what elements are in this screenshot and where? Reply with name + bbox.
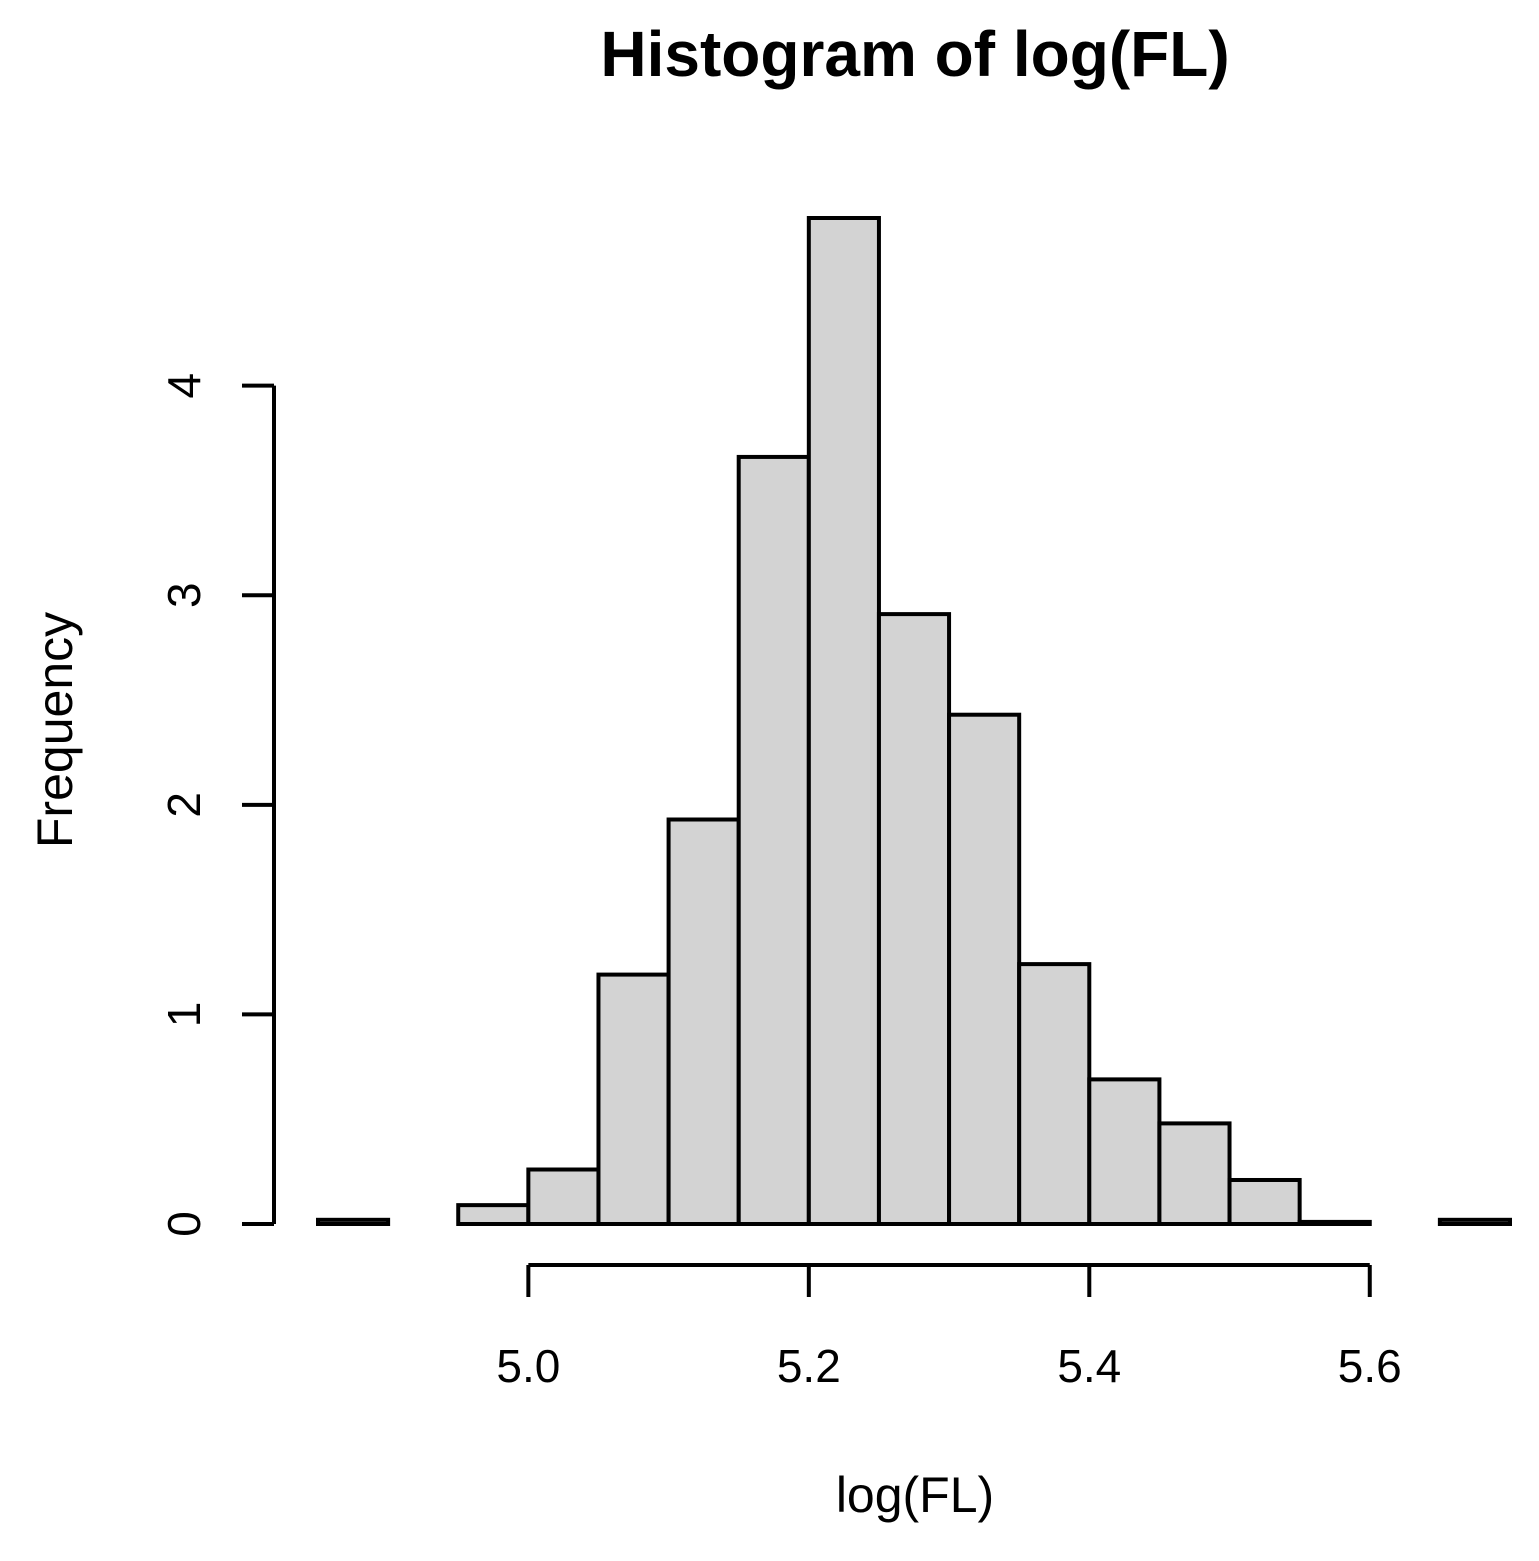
histogram-bar bbox=[456, 1203, 531, 1226]
x-tick-label: 5.4 bbox=[1057, 1340, 1121, 1392]
y-tick-label: 2 bbox=[158, 792, 210, 818]
histogram-bar bbox=[596, 972, 671, 1226]
y-axis-label: Frequency bbox=[27, 612, 83, 848]
x-tick-label: 5.6 bbox=[1338, 1340, 1402, 1392]
histogram-bar bbox=[1227, 1177, 1302, 1227]
y-tick-label: 3 bbox=[158, 582, 210, 608]
x-tick-label: 5.2 bbox=[777, 1340, 841, 1392]
histogram-bar bbox=[1297, 1219, 1372, 1227]
chart-title: Histogram of log(FL) bbox=[600, 18, 1229, 90]
x-axis-label: log(FL) bbox=[836, 1467, 994, 1523]
histogram-bar bbox=[736, 454, 811, 1226]
y-tick-label: 4 bbox=[158, 373, 210, 399]
histogram-bar bbox=[526, 1167, 601, 1226]
histogram-bar bbox=[666, 817, 741, 1226]
histogram-bar bbox=[1087, 1077, 1162, 1226]
histogram-bar bbox=[1437, 1217, 1512, 1227]
histogram-bar bbox=[1157, 1121, 1232, 1227]
histogram-bar bbox=[1017, 962, 1092, 1226]
x-tick-label: 5.0 bbox=[496, 1340, 560, 1392]
histogram-bar bbox=[947, 712, 1022, 1227]
bars-group bbox=[316, 216, 1512, 1227]
histogram-bar bbox=[876, 612, 952, 1226]
y-tick-label: 0 bbox=[158, 1211, 210, 1237]
x-axis: 5.0 5.2 5.4 5.6 bbox=[496, 1263, 1402, 1392]
y-tick-label: 1 bbox=[158, 1002, 210, 1028]
histogram-bar bbox=[316, 1217, 391, 1227]
y-axis: 0 1 2 3 4 bbox=[158, 373, 276, 1237]
histogram-bar bbox=[806, 216, 881, 1226]
